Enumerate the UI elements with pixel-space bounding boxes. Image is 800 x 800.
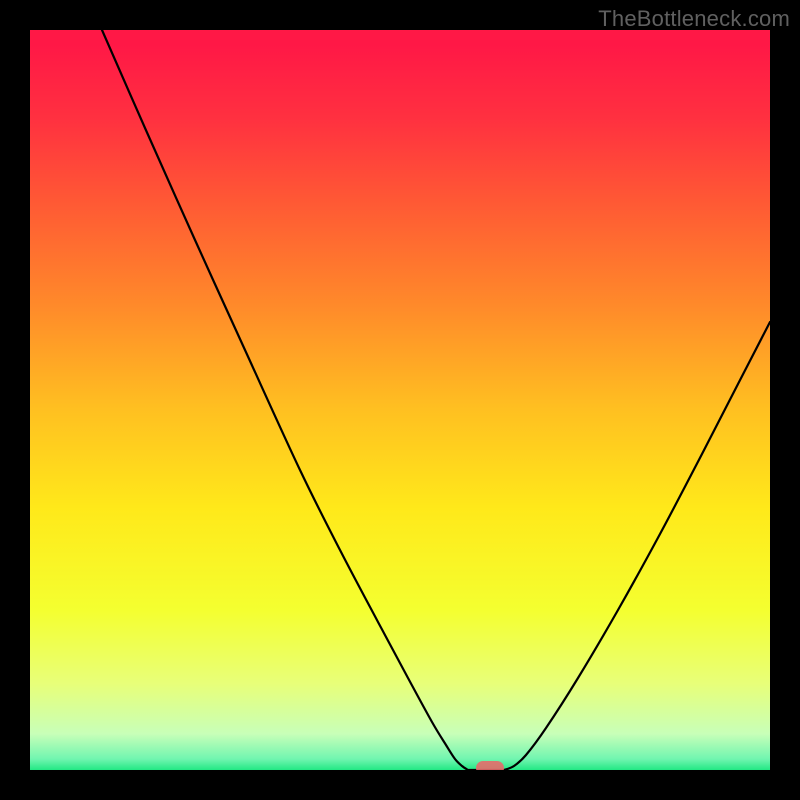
plot-svg [30, 30, 770, 770]
chart-frame: TheBottleneck.com [0, 0, 800, 800]
plot-area [30, 30, 770, 770]
optimal-marker [476, 761, 504, 770]
watermark-text: TheBottleneck.com [598, 6, 790, 32]
gradient-top-band [30, 30, 770, 45]
